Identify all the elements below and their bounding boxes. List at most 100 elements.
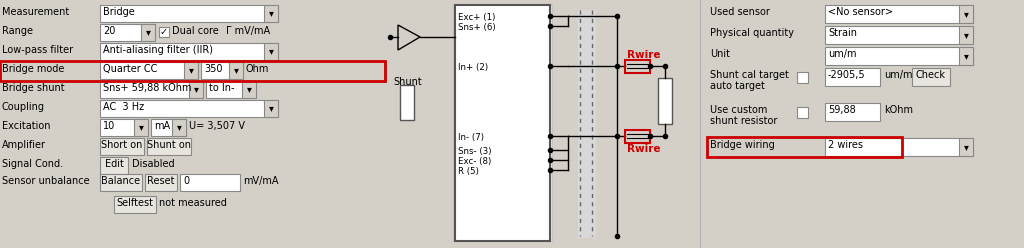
Text: Bridge wiring: Bridge wiring xyxy=(710,140,775,150)
Text: Unit: Unit xyxy=(710,49,730,59)
Text: Disabled: Disabled xyxy=(132,159,175,169)
Bar xyxy=(159,27,169,37)
Bar xyxy=(825,47,973,65)
Bar xyxy=(825,68,880,86)
Text: ▾: ▾ xyxy=(145,28,151,37)
Text: ▾: ▾ xyxy=(138,123,143,132)
Text: In- (7): In- (7) xyxy=(458,133,484,142)
Bar xyxy=(147,138,191,155)
Text: Sns+ (6): Sns+ (6) xyxy=(458,23,496,32)
Text: 10: 10 xyxy=(103,121,116,131)
Bar xyxy=(100,100,278,117)
Text: Range: Range xyxy=(2,26,33,36)
Text: ▾: ▾ xyxy=(176,123,181,132)
Text: Excitation: Excitation xyxy=(2,121,50,131)
Text: AC  3 Hz: AC 3 Hz xyxy=(103,102,144,112)
Bar xyxy=(959,26,973,44)
Bar xyxy=(100,174,142,191)
Text: Rwire: Rwire xyxy=(627,50,660,60)
Text: ▾: ▾ xyxy=(247,85,252,94)
Bar xyxy=(625,60,650,73)
Text: mV/mA: mV/mA xyxy=(243,176,279,186)
Text: ▾: ▾ xyxy=(964,51,969,61)
Text: Shunt on: Shunt on xyxy=(147,140,191,150)
Bar xyxy=(100,157,128,174)
Text: auto target: auto target xyxy=(710,81,765,91)
Text: Sns- (3): Sns- (3) xyxy=(458,147,492,156)
Text: 2 wires: 2 wires xyxy=(828,140,863,150)
Bar xyxy=(100,5,278,22)
Bar xyxy=(912,68,950,86)
Text: R (5): R (5) xyxy=(458,167,479,176)
Text: Sensor unbalance: Sensor unbalance xyxy=(2,176,90,186)
Text: ✓: ✓ xyxy=(160,28,168,37)
Text: Γ mV/mA: Γ mV/mA xyxy=(226,26,270,36)
Text: ▾: ▾ xyxy=(268,8,273,19)
Text: Strain: Strain xyxy=(828,28,857,38)
Text: to In-: to In- xyxy=(209,83,234,93)
Text: um/m: um/m xyxy=(884,70,912,80)
Bar xyxy=(145,174,177,191)
Bar xyxy=(100,81,203,98)
Text: -2905,5: -2905,5 xyxy=(828,70,865,80)
Text: Bridge mode: Bridge mode xyxy=(2,64,65,74)
Bar xyxy=(229,62,243,79)
Text: ▾: ▾ xyxy=(964,142,969,152)
Bar xyxy=(180,174,240,191)
Text: Dual core: Dual core xyxy=(172,26,219,36)
Text: ▾: ▾ xyxy=(964,9,969,19)
Text: <No sensor>: <No sensor> xyxy=(828,7,893,17)
Text: Low-pass filter: Low-pass filter xyxy=(2,45,73,55)
Text: um/m: um/m xyxy=(828,49,856,59)
Bar xyxy=(455,5,550,241)
Text: Measurement: Measurement xyxy=(2,7,70,17)
Text: Rwire: Rwire xyxy=(627,144,660,154)
Bar xyxy=(114,196,156,213)
Text: 0: 0 xyxy=(183,176,189,186)
Text: Ohm: Ohm xyxy=(246,64,269,74)
Bar xyxy=(264,43,278,60)
Bar xyxy=(625,130,650,143)
Bar xyxy=(400,85,414,120)
Bar xyxy=(959,138,973,156)
Bar xyxy=(242,81,256,98)
Text: Edit: Edit xyxy=(104,159,124,169)
Text: 59,88: 59,88 xyxy=(828,105,856,115)
Bar xyxy=(658,78,672,124)
Text: not measured: not measured xyxy=(159,198,227,208)
Bar xyxy=(100,43,278,60)
Bar xyxy=(707,137,902,157)
Bar xyxy=(578,10,596,238)
Text: Bridge: Bridge xyxy=(103,7,135,17)
Text: Check: Check xyxy=(916,70,946,80)
Bar xyxy=(825,138,973,156)
Bar xyxy=(0,61,385,81)
Bar xyxy=(825,5,973,23)
Text: U= 3,507 V: U= 3,507 V xyxy=(189,121,245,131)
Bar xyxy=(797,72,808,83)
Bar xyxy=(189,81,203,98)
Bar xyxy=(100,62,198,79)
Text: Quarter CC: Quarter CC xyxy=(103,64,158,74)
Bar xyxy=(959,5,973,23)
Bar xyxy=(264,100,278,117)
Text: 350: 350 xyxy=(204,64,222,74)
Text: Bridge shunt: Bridge shunt xyxy=(2,83,65,93)
Text: ▾: ▾ xyxy=(268,103,273,114)
Text: ▾: ▾ xyxy=(194,85,199,94)
Text: Signal Cond.: Signal Cond. xyxy=(2,159,63,169)
Bar xyxy=(141,24,155,41)
Text: kOhm: kOhm xyxy=(884,105,913,115)
Bar xyxy=(264,5,278,22)
Text: Sns+ 59,88 kOhm: Sns+ 59,88 kOhm xyxy=(103,83,191,93)
Text: Selftest: Selftest xyxy=(117,198,154,208)
Bar xyxy=(100,24,155,41)
Bar xyxy=(959,47,973,65)
Text: ▾: ▾ xyxy=(233,65,239,75)
Text: mA: mA xyxy=(154,121,170,131)
Text: Amplifier: Amplifier xyxy=(2,140,46,150)
Text: Exc+ (1): Exc+ (1) xyxy=(458,13,496,22)
Text: Coupling: Coupling xyxy=(2,102,45,112)
Bar xyxy=(100,138,144,155)
Text: Short on: Short on xyxy=(101,140,142,150)
